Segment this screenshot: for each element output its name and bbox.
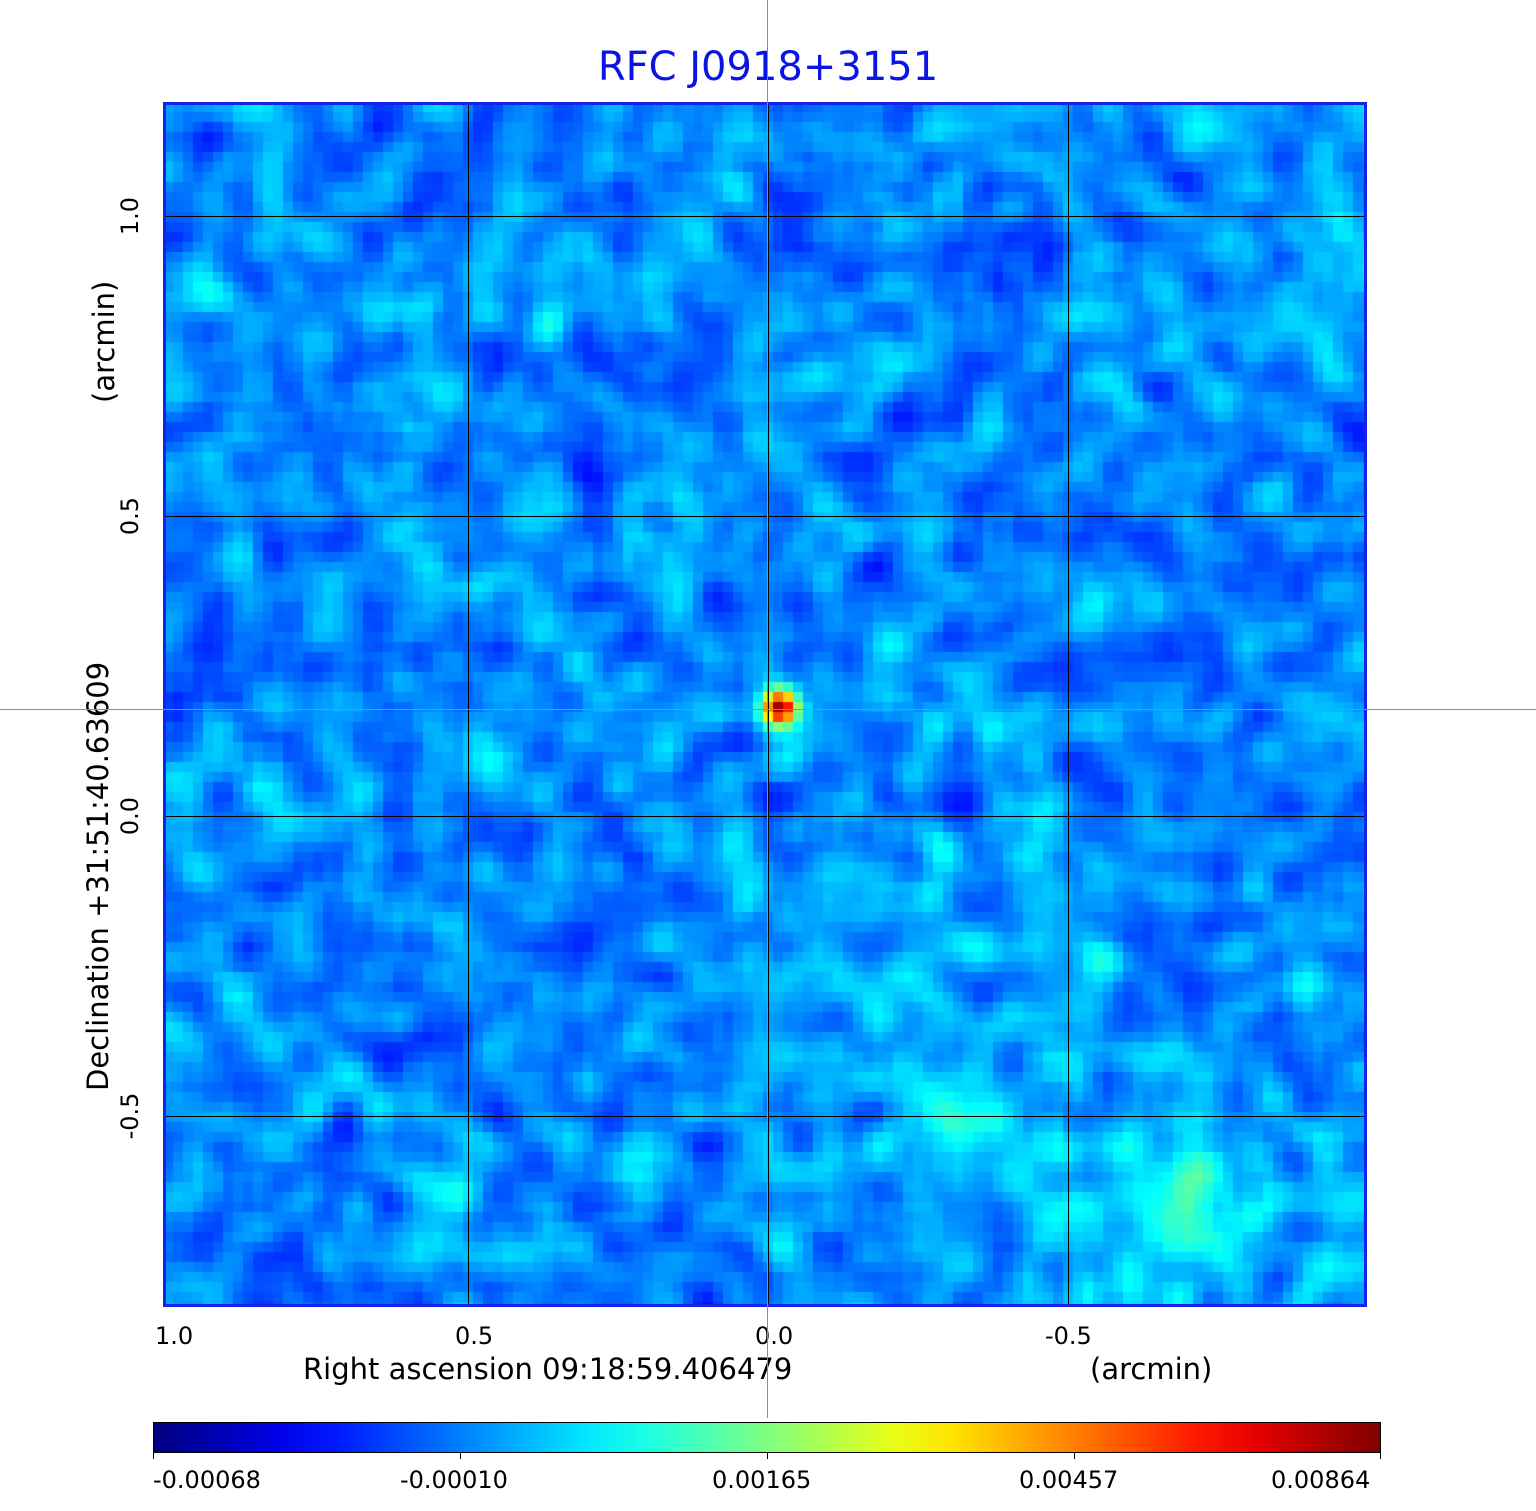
y-tick-label: 0.5 (116, 496, 144, 536)
heatmap-image (163, 102, 1367, 1307)
colorbar (153, 1422, 1381, 1453)
colorbar-tick (1074, 1453, 1075, 1459)
grid-line-x (468, 102, 469, 1307)
colorbar-tick (460, 1453, 461, 1459)
colorbar-tick (153, 1453, 154, 1459)
grid-line-y (163, 816, 1367, 817)
colorbar-tick (1380, 1453, 1381, 1459)
colorbar-tick-label: -0.00010 (400, 1466, 508, 1494)
colorbar-tick-label: 0.00165 (712, 1466, 812, 1494)
grid-line-x (1068, 102, 1069, 1307)
image-plot-area[interactable] (163, 102, 1367, 1307)
x-tick-label: 0.0 (755, 1322, 794, 1350)
y-axis-unit: (arcmin) (87, 280, 121, 403)
colorbar-tick-label: 0.00457 (1019, 1466, 1119, 1494)
colorbar-tick-label: -0.00068 (153, 1466, 261, 1494)
grid-line-y (163, 516, 1367, 517)
grid-line-y (163, 1116, 1367, 1117)
crosshair-horizontal (0, 709, 1536, 710)
y-tick-label: 0.0 (116, 796, 144, 836)
y-axis-label: Declination +31:51:40.63609 (81, 661, 115, 1091)
x-tick-label: -0.5 (1045, 1322, 1092, 1350)
grid-line-y (163, 216, 1367, 217)
chart-title: RFC J0918+3151 (597, 44, 939, 90)
plot-frame (163, 102, 1367, 1307)
x-axis-unit: (arcmin) (1090, 1352, 1213, 1386)
x-tick-label: 1.0 (155, 1322, 194, 1350)
grid-line-x (768, 102, 769, 1307)
y-tick-label: 1.0 (116, 196, 144, 236)
y-tick-label: -0.5 (116, 1092, 144, 1140)
x-axis-label: Right ascension 09:18:59.406479 (303, 1352, 793, 1386)
colorbar-tick-label: 0.00864 (1271, 1466, 1371, 1494)
colorbar-tick (767, 1453, 768, 1459)
x-tick-label: 0.5 (455, 1322, 494, 1350)
